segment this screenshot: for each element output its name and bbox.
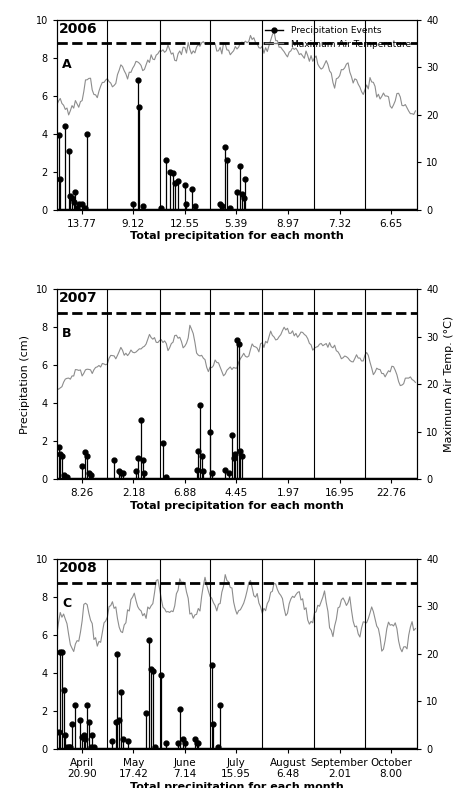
Text: 2007: 2007 — [59, 291, 97, 305]
X-axis label: Total precipitation for each month: Total precipitation for each month — [130, 232, 344, 241]
Text: 2008: 2008 — [59, 561, 98, 574]
Text: C: C — [62, 597, 72, 610]
X-axis label: Total precipitation for each month: Total precipitation for each month — [130, 501, 344, 511]
Y-axis label: Precipitation (cm): Precipitation (cm) — [20, 335, 30, 433]
Y-axis label: Maximum Air Temp. (°C): Maximum Air Temp. (°C) — [444, 316, 454, 452]
Text: A: A — [62, 58, 72, 71]
X-axis label: Total precipitation for each month: Total precipitation for each month — [130, 782, 344, 788]
Text: B: B — [62, 327, 72, 340]
Text: 2006: 2006 — [59, 21, 97, 35]
Legend: Precipitation Events, Maximum Air Temperature: Precipitation Events, Maximum Air Temper… — [264, 24, 412, 50]
